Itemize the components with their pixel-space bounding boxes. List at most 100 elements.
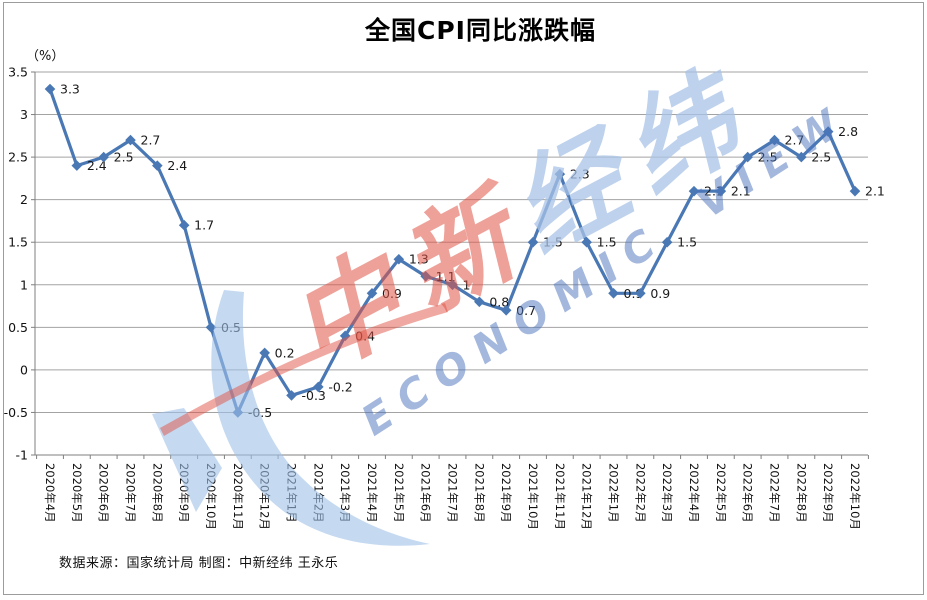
data-point-label: 1.1 <box>436 269 456 284</box>
data-point-marker <box>635 287 646 299</box>
data-point-label: 1.5 <box>543 235 563 250</box>
data-point-marker <box>44 83 56 95</box>
x-tick-label: 2022年6月 <box>741 463 755 523</box>
data-point-label: 2.8 <box>838 124 858 139</box>
chart-title: 全国CPI同比涨跌幅 <box>365 16 596 45</box>
data-point-label: 2.1 <box>731 184 751 199</box>
data-point-marker <box>554 168 566 180</box>
cpi-series-line <box>48 87 857 415</box>
data-point-marker <box>715 185 727 197</box>
data-point-marker <box>447 279 458 291</box>
y-tick-label: 2 <box>20 192 28 207</box>
data-point-label: 1.7 <box>194 218 214 233</box>
data-point-label: -0.3 <box>302 388 326 403</box>
x-tick-label: 2021年10月 <box>526 463 540 530</box>
x-tick-label: 2022年8月 <box>794 463 808 523</box>
data-point-label: 1 <box>463 277 471 292</box>
x-tick-label: 2021年9月 <box>499 463 513 523</box>
x-tick-label: 2021年8月 <box>472 463 486 523</box>
y-tick-label: 0.5 <box>8 320 28 335</box>
y-tick-label: 3 <box>20 107 28 122</box>
data-point-marker <box>474 296 485 308</box>
data-point-label: 3.3 <box>60 82 80 97</box>
x-tick-label: 2020年6月 <box>97 463 111 523</box>
x-tick-label: 2020年11月 <box>231 463 245 530</box>
x-tick-label: 2021年7月 <box>445 463 459 523</box>
y-tick-label: -1 <box>16 448 28 463</box>
data-point-marker <box>71 160 83 171</box>
data-point-label: -0.2 <box>328 379 352 394</box>
x-tick-label: 2022年5月 <box>714 463 728 523</box>
data-point-label: 0.8 <box>489 294 509 309</box>
data-point-label: 2.4 <box>87 158 107 173</box>
data-point-label: 0.9 <box>382 286 402 301</box>
data-point-marker <box>500 305 512 316</box>
data-point-label: 2.5 <box>758 150 778 165</box>
data-point-marker <box>742 151 753 163</box>
data-point-label: 1.5 <box>597 235 617 250</box>
data-point-marker <box>581 236 592 248</box>
data-point-label: 0.4 <box>355 328 375 343</box>
data-point-marker <box>393 253 405 265</box>
data-point-label: -0.5 <box>248 405 272 420</box>
y-tick-label: 3.5 <box>8 65 28 80</box>
x-tick-label: 2022年1月 <box>606 463 620 523</box>
data-point-marker <box>796 151 807 163</box>
data-point-marker <box>822 126 834 137</box>
source-note: 数据来源：国家统计局 制图：中新经纬 王永乐 <box>59 556 339 571</box>
data-point-marker <box>769 134 780 146</box>
x-tick-label: 2020年4月 <box>43 463 57 523</box>
x-tick-label: 2022年3月 <box>660 463 674 523</box>
x-tick-label: 2020年5月 <box>70 463 84 523</box>
data-point-marker <box>205 322 217 333</box>
data-point-label: 2.1 <box>865 184 885 199</box>
x-tick-label: 2021年4月 <box>365 463 379 523</box>
x-tick-label: 2021年3月 <box>338 463 352 523</box>
data-point-marker <box>688 185 700 197</box>
x-tick-label: 2022年9月 <box>821 463 835 523</box>
data-point-label: 0.9 <box>650 286 670 301</box>
data-point-marker <box>849 185 861 197</box>
data-point-label: 2.1 <box>704 184 724 199</box>
x-tick-label: 2020年10月 <box>204 463 218 530</box>
x-tick-label: 2021年1月 <box>284 463 298 523</box>
data-point-label: 2.5 <box>811 150 831 165</box>
y-tick-label: 0 <box>20 362 28 377</box>
data-point-label: 1.5 <box>677 235 697 250</box>
y-tick-label: -0.5 <box>4 405 28 420</box>
x-tick-label: 2020年12月 <box>258 463 272 530</box>
y-tick-label: 1 <box>20 277 28 292</box>
data-point-label: 2.7 <box>141 133 161 148</box>
x-tick-label: 2021年5月 <box>392 463 406 523</box>
x-tick-label: 2020年8月 <box>150 463 164 523</box>
data-point-marker <box>178 219 190 231</box>
x-tick-label: 2022年2月 <box>633 463 647 523</box>
x-tick-label: 2020年7月 <box>123 463 137 523</box>
x-tick-label: 2022年4月 <box>687 463 701 523</box>
data-point-marker <box>152 160 163 171</box>
chart-border <box>3 2 924 595</box>
data-point-label: 1.3 <box>409 252 429 267</box>
data-point-label: 2.3 <box>570 167 590 182</box>
data-point-label: 2.7 <box>785 133 805 148</box>
data-point-marker <box>232 407 244 418</box>
data-point-marker <box>125 134 136 146</box>
data-point-marker <box>661 236 673 248</box>
data-point-marker <box>420 270 431 282</box>
x-tick-label: 2021年11月 <box>553 463 567 530</box>
x-tick-label: 2021年2月 <box>311 463 325 523</box>
data-point-label: 0.7 <box>516 303 536 318</box>
x-tick-label: 2021年12月 <box>580 463 594 530</box>
data-point-label: 2.5 <box>114 150 134 165</box>
data-point-label: 0.2 <box>275 345 295 360</box>
y-tick-label: 2.5 <box>8 150 28 165</box>
x-tick-label: 2021年6月 <box>419 463 433 523</box>
data-point-marker <box>98 151 109 163</box>
y-tick-label: 1.5 <box>8 235 28 250</box>
y-axis-unit-label: （%） <box>26 49 65 64</box>
x-tick-label: 2020年9月 <box>177 463 191 523</box>
data-point-marker <box>608 287 619 299</box>
data-point-marker <box>527 236 539 248</box>
x-tick-label: 2022年7月 <box>767 463 781 523</box>
